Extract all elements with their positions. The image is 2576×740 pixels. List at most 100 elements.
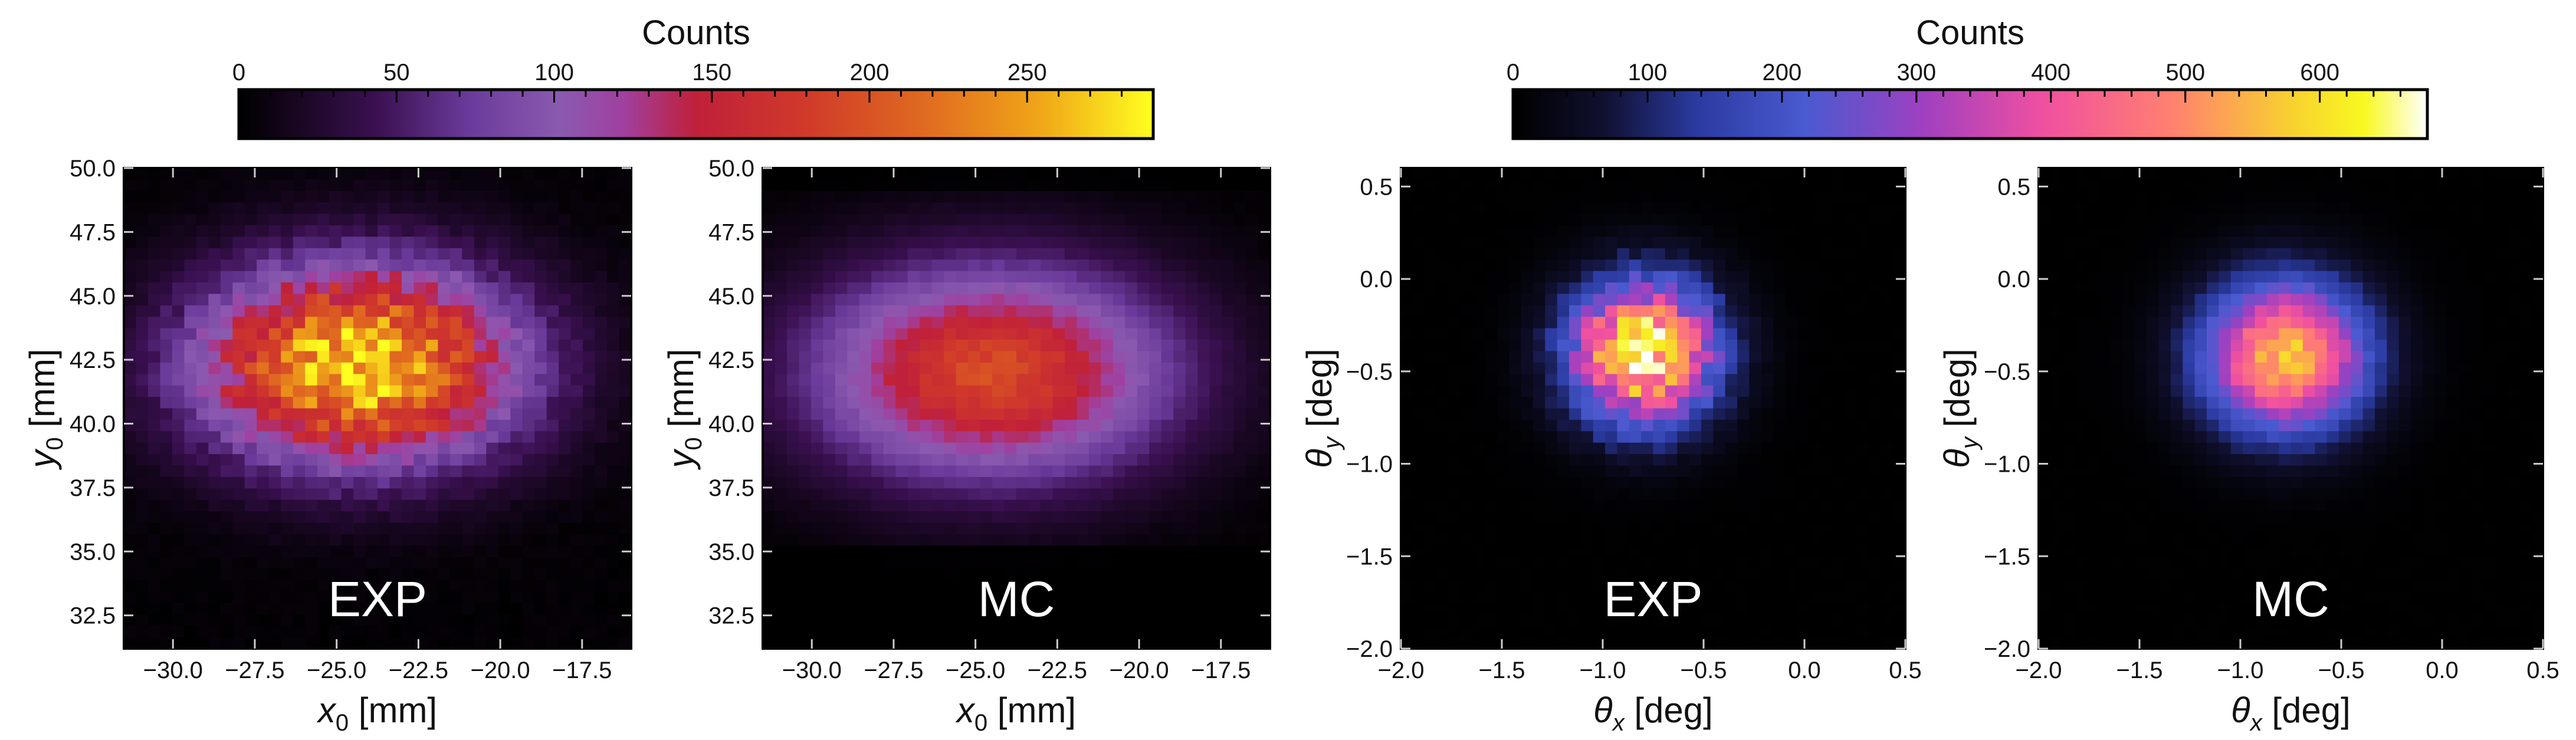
heatmap-cell (1725, 465, 1738, 478)
heatmap-cell (546, 168, 559, 180)
heatmap-cell (1425, 431, 1438, 443)
heatmap-cell (196, 213, 209, 226)
heatmap-cell (1028, 362, 1041, 374)
heatmap-cell (980, 568, 993, 581)
heatmap-cell (1569, 294, 1581, 306)
heatmap-cell (449, 614, 462, 626)
heatmap-cell (1185, 511, 1198, 524)
heatmap-cell (1425, 213, 1438, 226)
heatmap-cell (449, 568, 462, 581)
heatmap-cell (1222, 522, 1235, 535)
heatmap-cell (1209, 248, 1222, 260)
colorbar-tick-label: 0 (1507, 60, 1520, 85)
heatmap-cell (859, 580, 872, 592)
heatmap-cell (583, 522, 596, 535)
heatmap-cell (1617, 190, 1630, 203)
heatmap-cell (1749, 499, 1762, 512)
heatmap-cell (1113, 476, 1125, 489)
heatmap-cell (184, 545, 197, 558)
heatmap-cell (595, 614, 608, 626)
heatmap-cell (244, 282, 257, 295)
heatmap-cell (534, 282, 547, 295)
heatmap-cell (1809, 385, 1822, 397)
heatmap-cell (1137, 637, 1150, 649)
heatmap-cell (1509, 271, 1522, 283)
heatmap-cell (1521, 282, 1534, 295)
heatmap-cell (172, 465, 185, 478)
heatmap-cell (378, 626, 390, 638)
heatmap-cell (763, 591, 776, 603)
heatmap-cell (124, 294, 137, 306)
heatmap-cell (486, 248, 499, 260)
heatmap-cell (763, 190, 776, 203)
heatmap-cell (1725, 476, 1738, 489)
heatmap-cell (414, 545, 426, 558)
heatmap-cell (871, 305, 884, 317)
heatmap-cell (1233, 557, 1246, 569)
heatmap-cell (1797, 202, 1810, 215)
heatmap-cell (1641, 179, 1654, 192)
heatmap-cell (329, 168, 342, 180)
heatmap-cell (184, 225, 197, 238)
heatmap-cell (1088, 294, 1101, 306)
heatmap-cell (1785, 305, 1798, 317)
heatmap-cell (1437, 362, 1450, 374)
heatmap-cell (835, 282, 848, 295)
heatmap-cell (329, 271, 342, 283)
heatmap-cell (1509, 340, 1522, 352)
heatmap-cell (305, 362, 318, 374)
heatmap-cell (1569, 408, 1581, 420)
heatmap-cell (196, 282, 209, 295)
heatmap-cell (871, 248, 884, 260)
heatmap-cell (992, 213, 1005, 226)
heatmap-cell (136, 168, 149, 180)
heatmap-cell (907, 603, 920, 615)
heatmap-cell (1222, 362, 1235, 374)
heatmap-cell (1785, 213, 1798, 226)
heatmap-cell (1485, 294, 1498, 306)
heatmap-cell (1533, 499, 1545, 512)
heatmap-cell (160, 305, 173, 317)
heatmap-cell (438, 476, 451, 489)
heatmap-cell (414, 179, 426, 192)
heatmap-cell (595, 362, 608, 374)
heatmap-cell (931, 454, 944, 466)
heatmap-cell (257, 591, 270, 603)
heatmap-cell (305, 202, 318, 215)
heatmap-cell (786, 580, 800, 592)
heatmap-cell (835, 614, 848, 626)
heatmap-cell (546, 225, 559, 238)
heatmap-cell (1749, 305, 1762, 317)
heatmap-cell (1545, 362, 1558, 374)
heatmap-cell (1413, 408, 1426, 420)
heatmap-cell (883, 534, 896, 546)
heatmap-cell (847, 431, 860, 443)
heatmap-cell (1473, 248, 1486, 260)
heatmap-cell (1028, 442, 1041, 455)
heatmap-cell (124, 202, 137, 215)
heatmap-cell (184, 168, 197, 180)
heatmap-cell (920, 488, 933, 501)
heatmap-cell (1797, 168, 1810, 180)
heatmap-cell (389, 419, 402, 432)
heatmap-cell (871, 271, 884, 283)
heatmap-cell (486, 202, 499, 215)
heatmap-cell (1533, 202, 1545, 215)
heatmap-cell (462, 340, 475, 352)
heatmap-cell (1088, 603, 1101, 615)
heatmap-cell (534, 271, 547, 283)
heatmap-cell (474, 317, 487, 329)
heatmap-cell (1521, 476, 1534, 489)
heatmap-cell (462, 408, 475, 420)
heatmap-cell (1149, 499, 1162, 512)
heatmap-cell (1581, 282, 1594, 295)
heatmap-cell (546, 179, 559, 192)
heatmap-cell (449, 328, 462, 340)
heatmap-cell (1629, 465, 1642, 478)
heatmap-cell (1222, 351, 1235, 363)
heatmap-cell (1173, 305, 1186, 317)
heatmap-cell (474, 305, 487, 317)
heatmap-cell (1857, 168, 1870, 180)
heatmap-cell (510, 442, 523, 455)
